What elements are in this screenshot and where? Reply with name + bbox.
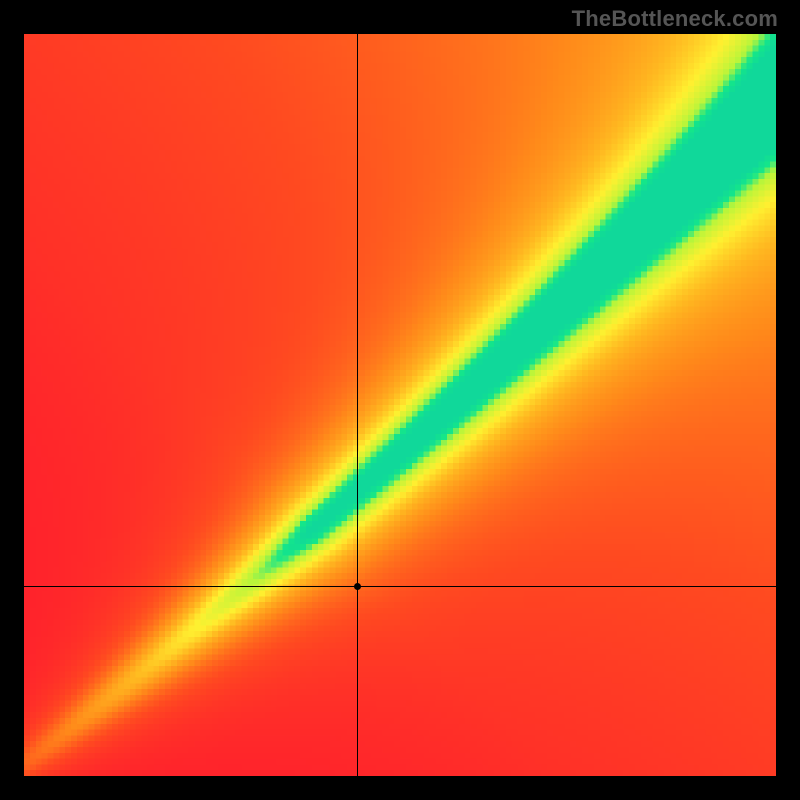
watermark-text: TheBottleneck.com bbox=[572, 6, 778, 32]
crosshair-horizontal bbox=[24, 586, 776, 587]
crosshair-vertical bbox=[357, 34, 358, 776]
bottleneck-heatmap bbox=[24, 34, 776, 776]
